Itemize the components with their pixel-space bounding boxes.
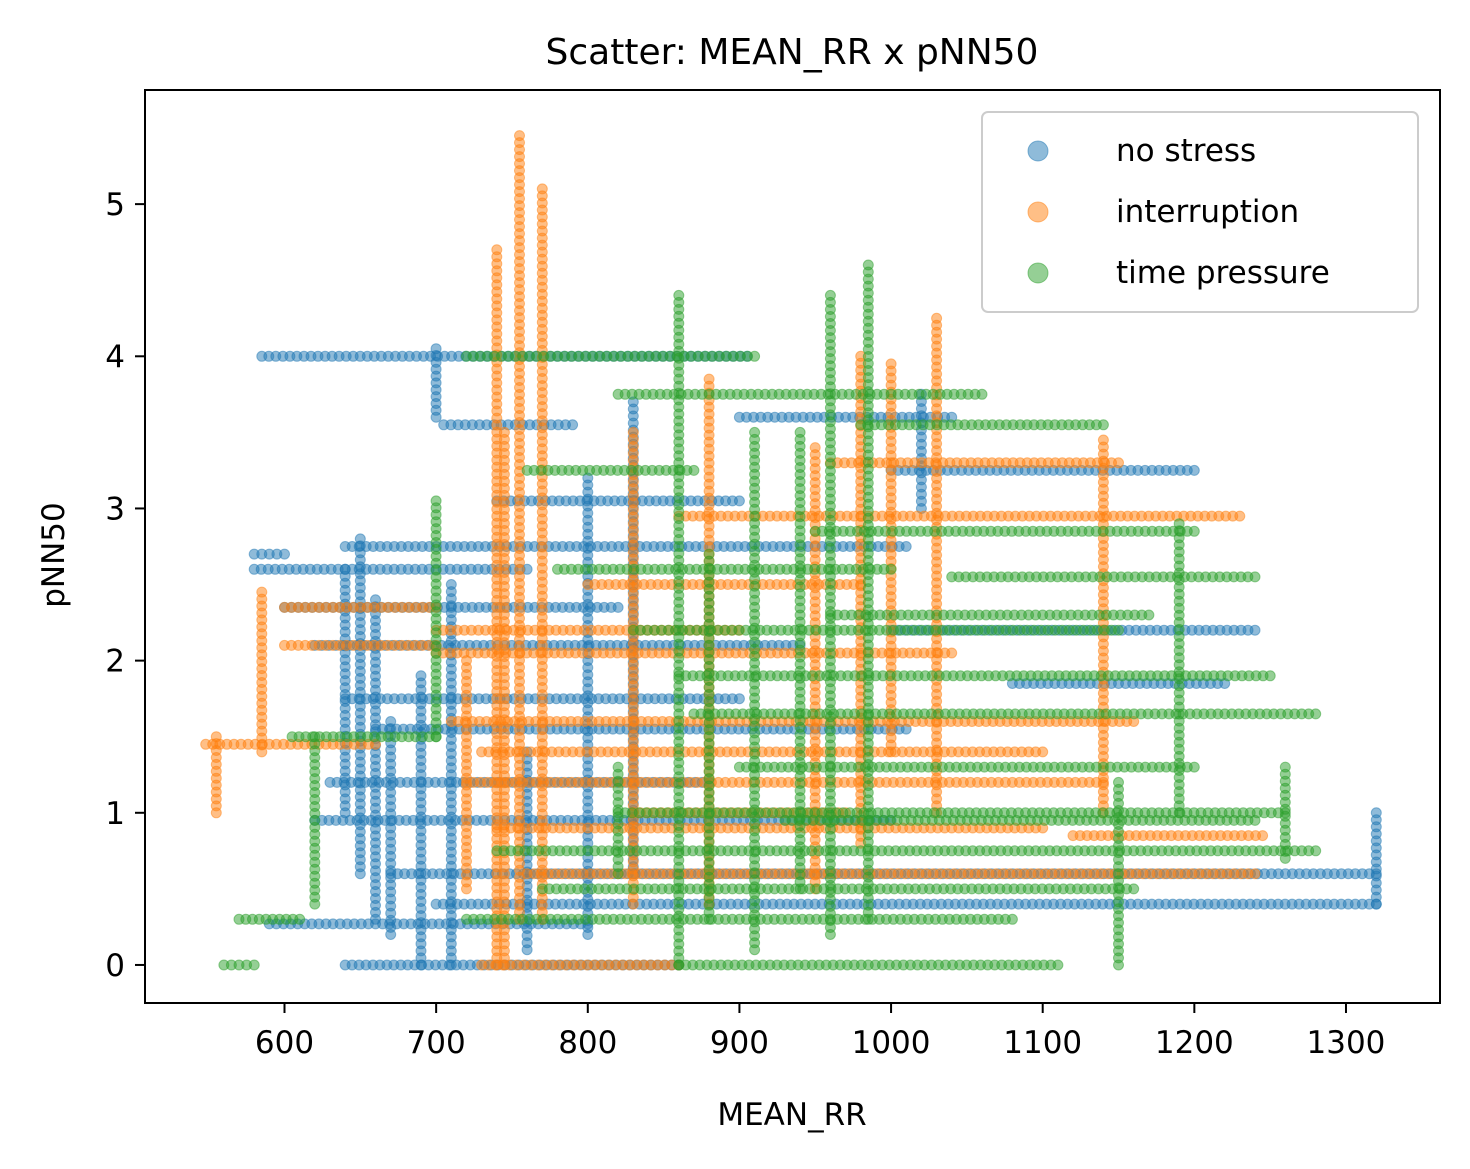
data-point — [1249, 814, 1261, 826]
data-point — [415, 670, 427, 682]
data-point — [354, 533, 366, 545]
data-point — [612, 601, 624, 613]
data-point — [824, 289, 836, 301]
data-point — [1370, 807, 1382, 819]
data-point — [536, 183, 548, 195]
data-point — [1113, 457, 1124, 469]
data-point — [946, 647, 958, 659]
data-point — [1310, 845, 1322, 857]
data-point — [1188, 761, 1200, 773]
data-point — [514, 130, 525, 142]
data-point — [256, 586, 268, 598]
data-point — [339, 563, 351, 575]
data-point — [445, 579, 457, 590]
data-point — [862, 259, 874, 271]
data-point — [688, 464, 700, 476]
data-point — [1249, 868, 1261, 880]
data-point — [1249, 571, 1261, 583]
data-point — [279, 548, 290, 560]
data-point — [248, 959, 260, 971]
data-point — [1052, 959, 1064, 971]
data-point — [1143, 609, 1155, 621]
data-point — [703, 373, 715, 385]
data-point — [794, 426, 806, 438]
data-point — [1188, 464, 1200, 476]
data-point — [1188, 525, 1200, 537]
data-point — [210, 731, 222, 743]
data-point — [567, 419, 579, 431]
data-point — [1113, 624, 1124, 636]
data-point — [1097, 419, 1109, 431]
data-point — [294, 913, 306, 925]
data-point — [385, 716, 397, 727]
data-point — [1264, 670, 1276, 682]
data-point — [885, 358, 897, 370]
data-point — [1097, 434, 1109, 446]
data-point — [461, 655, 472, 667]
data-point — [885, 563, 897, 575]
data-point — [733, 495, 745, 507]
data-point — [809, 442, 821, 454]
data-point — [1037, 746, 1049, 758]
data-point — [1249, 624, 1261, 636]
data-point — [1006, 913, 1018, 925]
data-point — [1257, 830, 1269, 842]
data-point — [430, 343, 442, 355]
data-point — [976, 388, 988, 400]
data-point — [900, 541, 912, 552]
data-point — [931, 312, 943, 324]
data-point — [498, 426, 510, 438]
data-point — [733, 693, 745, 705]
points-layer — [200, 130, 1382, 971]
data-point — [627, 426, 639, 438]
data-point — [1128, 883, 1140, 895]
data-point — [1234, 510, 1246, 522]
data-point — [491, 244, 503, 256]
data-point — [1310, 708, 1322, 720]
data-point — [749, 350, 761, 362]
